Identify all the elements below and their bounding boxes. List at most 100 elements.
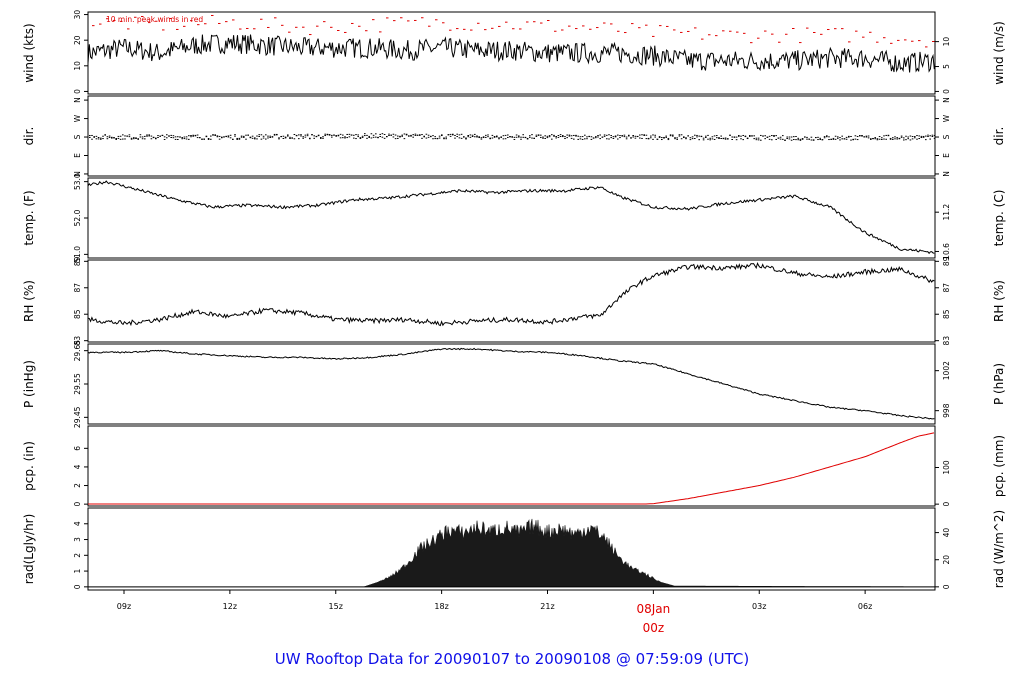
panel-frame — [87, 425, 936, 507]
y-axis-label-left: dir. — [22, 127, 36, 146]
y-axis-label-right: wind (m/s) — [992, 21, 1006, 85]
ytick-left-label: 30 — [73, 10, 82, 20]
radiation-area — [88, 518, 935, 588]
ytick-right-label: 10.6 — [942, 243, 951, 260]
peak-winds-annotation: 10 min. peak winds in red — [106, 15, 203, 24]
xtick-label: 06z — [858, 602, 872, 611]
panel-wind: 0 10 20 30 0 5 10 wind (kts) wind (m/s) 10 min. p… — [22, 10, 1006, 95]
y-axis-label-right: temp. (C) — [992, 190, 1006, 247]
plot-area — [88, 432, 935, 505]
series-line-temp — [88, 180, 935, 255]
ytick-left-label: 53.0 — [73, 173, 82, 190]
y-axis-label-left: temp. (F) — [22, 190, 36, 245]
panel-rh: 83 85 87 89 83 85 87 89 RH (%) RH (%) — [22, 256, 1006, 345]
x-date-time-label: 00z — [643, 621, 665, 635]
y-axis-label-right: rad (W/m^2) — [992, 510, 1006, 588]
xtick-label: 15z — [329, 602, 343, 611]
ytick-right-label: 20 — [942, 555, 951, 565]
ytick-left-label: N — [73, 171, 82, 177]
ytick-right-label: N — [942, 97, 951, 103]
panel-frame — [87, 177, 936, 259]
series-line-p — [88, 347, 935, 420]
ytick-right-label: 83 — [942, 336, 951, 346]
xtick-label: 21z — [540, 602, 554, 611]
ytick-right-label: E — [942, 153, 951, 158]
y-axis-label-right: pcp. (mm) — [992, 435, 1006, 497]
ytick-left-label: 4 — [73, 464, 82, 469]
xtick-label: 03z — [752, 602, 766, 611]
x-date-label: 08Jan — [636, 602, 670, 616]
ytick-left-label: 29.45 — [73, 406, 82, 428]
y-axis-label-right: P (hPa) — [992, 363, 1006, 405]
ytick-left-label: 10 — [73, 61, 82, 71]
panel-frame — [87, 343, 936, 425]
ytick-left-label: 6 — [73, 446, 82, 451]
plot-area — [88, 14, 935, 73]
ytick-left-label: 0 — [73, 502, 82, 507]
ytick-right-label: 85 — [942, 309, 951, 319]
ytick-left-label: 1 — [73, 568, 82, 573]
ytick-left-label: 2 — [73, 483, 82, 488]
ytick-right-label: 0 — [942, 502, 951, 507]
y-axis-label-left: RH (%) — [22, 280, 36, 322]
ytick-left-label: N — [73, 97, 82, 103]
ytick-left-label: W — [73, 114, 82, 122]
y-axis-label-right: dir. — [992, 127, 1006, 146]
series-line-wind — [88, 34, 935, 73]
ytick-right-label: S — [942, 134, 951, 139]
panel-pcp: 0 2 4 6 0 100 pcp. (in) pcp. (mm) — [22, 425, 1006, 507]
panel-p: 29.45 29.55 29.65 998 1002 P (inHg) P (hPa) — [22, 340, 1006, 428]
ytick-right-label: 87 — [942, 283, 951, 293]
ytick-left-label: 52.0 — [73, 209, 82, 226]
ytick-left-label: 0 — [73, 584, 82, 589]
ytick-left-label: 2 — [73, 553, 82, 558]
ytick-left-label: 20 — [73, 35, 82, 45]
series-line-rh — [88, 261, 935, 327]
ytick-left-label: 3 — [73, 537, 82, 542]
y-axis-label-left: rad(Lgly/hr) — [22, 514, 36, 585]
ytick-left-label: 0 — [73, 89, 82, 94]
ytick-right-label: 40 — [942, 528, 951, 538]
ytick-right-label: 998 — [942, 403, 951, 418]
ytick-left-label: 85 — [73, 309, 82, 319]
chart-title: UW Rooftop Data for 20090107 to 20090108… — [274, 650, 750, 668]
panel-temp: 51.0 52.0 53.0 10.6 11.2 temp. (F) temp. (C) — [22, 173, 1006, 263]
panel-frame — [87, 11, 936, 95]
ytick-left-label: 87 — [73, 283, 82, 293]
ytick-right-label: N — [942, 171, 951, 177]
ytick-right-label: 89 — [942, 256, 951, 266]
plot-area — [88, 518, 935, 588]
xtick-label: 09z — [117, 602, 131, 611]
plot-area — [89, 133, 935, 141]
xtick-label: 18z — [434, 602, 448, 611]
plot-area — [88, 347, 935, 420]
xtick-label: 12z — [223, 602, 237, 611]
ytick-right-label: 11.2 — [942, 204, 951, 221]
plot-area — [88, 180, 935, 255]
ytick-right-label: 1002 — [942, 361, 951, 380]
ytick-right-label: 0 — [942, 89, 951, 94]
ytick-right-label: 5 — [942, 64, 951, 69]
ytick-left-label: 83 — [73, 336, 82, 346]
plot-area — [88, 261, 935, 327]
ytick-left-label: 4 — [73, 521, 82, 526]
ytick-left-label: 89 — [73, 256, 82, 266]
panel-frame — [87, 507, 936, 591]
ytick-left-label: 51.0 — [73, 246, 82, 263]
ytick-left-label: S — [73, 134, 82, 139]
series-line-pcp — [88, 432, 935, 505]
panel-frame — [87, 95, 936, 177]
y-axis-label-left: P (inHg) — [22, 360, 36, 408]
ytick-right-label: 0 — [942, 584, 951, 589]
y-axis-label-left: pcp. (in) — [22, 441, 36, 491]
x-axis: 09z 12z 15z 18z 21z 08Jan 00z 03z 06z — [117, 590, 872, 635]
ytick-left-label: E — [73, 153, 82, 158]
panel-frame — [87, 259, 936, 343]
ytick-right-label: W — [942, 114, 951, 122]
ytick-right-label: 10 — [942, 37, 951, 47]
ytick-left-label: 29.55 — [73, 373, 82, 395]
